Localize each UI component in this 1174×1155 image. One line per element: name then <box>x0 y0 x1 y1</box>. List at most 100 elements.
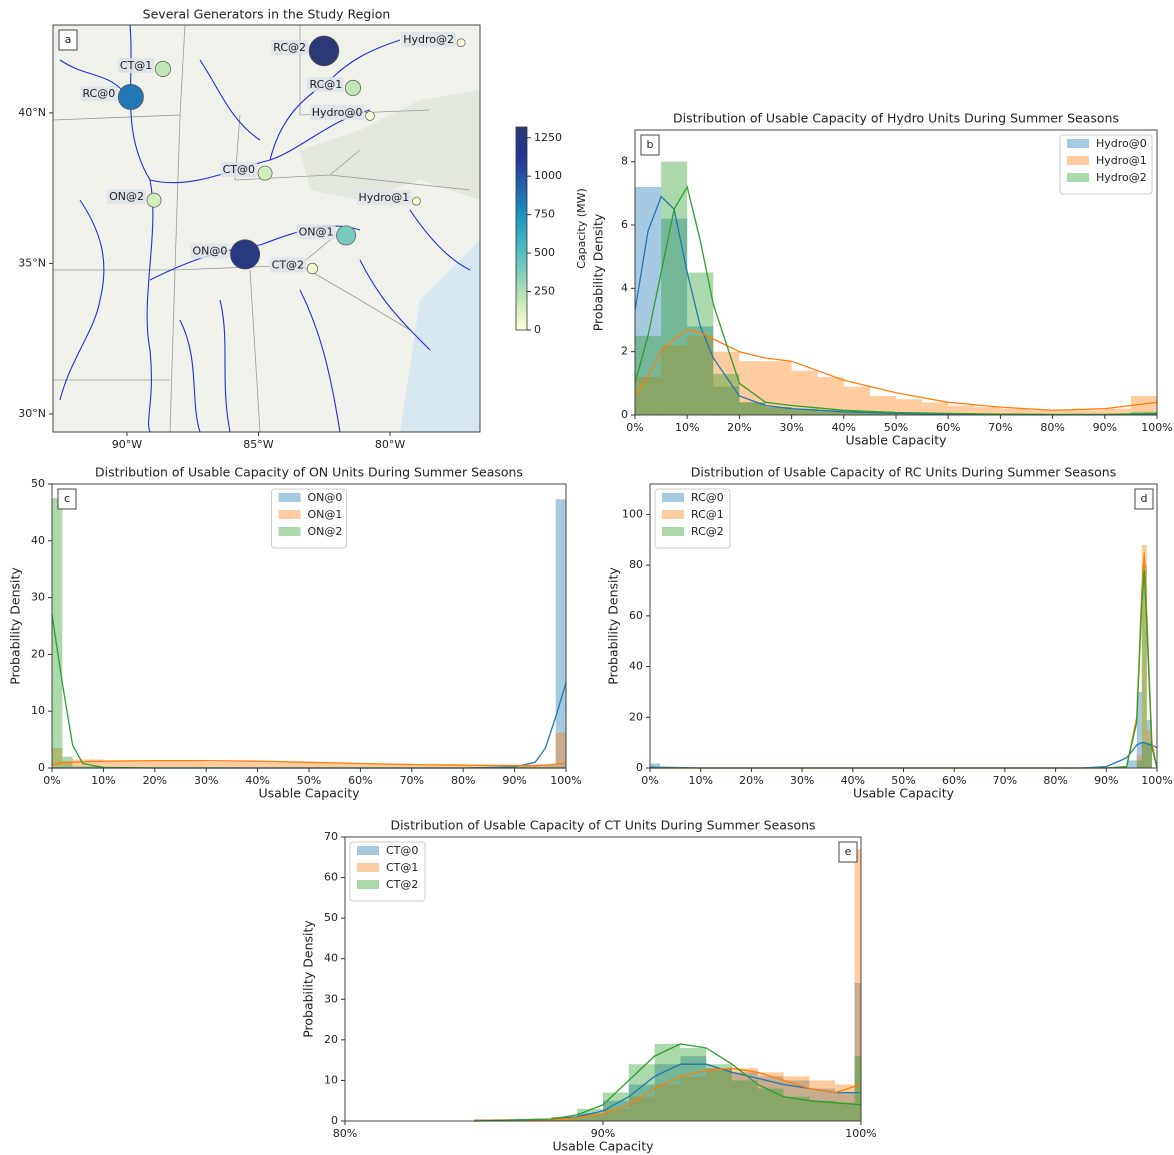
x-tick-label: 70% <box>988 421 1012 434</box>
legend-swatch <box>279 510 301 519</box>
generator-label: ON@0 <box>192 244 227 257</box>
panel-label: e <box>845 845 852 858</box>
y-tick-label: 30°N <box>18 407 46 420</box>
generator-point <box>366 111 375 120</box>
generator-label: RC@2 <box>273 41 306 54</box>
y-tick-label: 0 <box>636 761 643 774</box>
panel-label: a <box>65 33 72 46</box>
y-tick-label: 10 <box>31 704 45 717</box>
generator-point <box>345 80 360 95</box>
x-tick-label: 80% <box>333 1127 357 1140</box>
colorbar-tick-label: 750 <box>534 208 555 221</box>
x-axis-label: Usable Capacity <box>853 786 955 801</box>
kde-line <box>52 615 566 768</box>
generator-point <box>457 39 465 47</box>
y-tick-label: 100 <box>622 507 643 520</box>
histogram-bar <box>1137 760 1142 768</box>
histogram-bar <box>556 499 566 768</box>
x-tick-label: 80°W <box>375 438 405 451</box>
legend-label: Hydro@1 <box>1096 154 1147 167</box>
y-tick-label: 8 <box>621 155 628 168</box>
colorbar-tick-label: 1250 <box>534 131 562 144</box>
x-axis-label: Usable Capacity <box>552 1139 654 1154</box>
x-tick-label: 0% <box>626 421 643 434</box>
x-tick-label: 90°W <box>112 438 142 451</box>
y-tick-label: 70 <box>324 830 338 843</box>
x-tick-label: 30% <box>194 774 218 787</box>
generator-label: RC@1 <box>309 78 342 91</box>
x-tick-label: 20% <box>739 774 763 787</box>
legend-swatch <box>357 846 379 855</box>
histogram-bar <box>206 762 257 768</box>
panel-label: c <box>64 492 70 505</box>
legend-label: Hydro@2 <box>1096 171 1147 184</box>
y-tick-label: 40 <box>629 660 643 673</box>
y-tick-label: 30 <box>31 591 45 604</box>
y-tick-label: 30 <box>324 992 338 1005</box>
histogram-bar <box>155 761 206 768</box>
figure: Several Generators in the Study Region90… <box>0 0 1174 1155</box>
generator-point <box>258 166 272 180</box>
y-tick-label: 40 <box>324 952 338 965</box>
legend-label: RC@0 <box>691 491 724 504</box>
y-tick-label: 2 <box>621 345 628 358</box>
x-tick-label: 0% <box>43 774 60 787</box>
x-tick-label: 70% <box>993 774 1017 787</box>
kde-line <box>650 570 1157 768</box>
legend-label: ON@2 <box>308 525 343 538</box>
x-tick-label: 100% <box>845 1127 876 1140</box>
x-tick-label: 30% <box>779 421 803 434</box>
generator-point <box>309 36 339 66</box>
legend-label: Hydro@0 <box>1096 137 1147 150</box>
generator-label: Hydro@1 <box>359 191 410 204</box>
kde-line <box>52 683 566 768</box>
panel-label: d <box>1141 492 1148 505</box>
x-tick-label: 90% <box>1093 421 1117 434</box>
y-axis-label: Probability Density <box>301 920 316 1038</box>
y-axis-label: Probability Density <box>606 567 621 685</box>
histogram-bar <box>52 498 62 768</box>
y-tick-label: 60 <box>324 871 338 884</box>
legend-swatch <box>279 493 301 502</box>
histogram-bar <box>687 273 713 416</box>
generator-label: CT@2 <box>272 259 304 272</box>
generator-point <box>230 240 259 269</box>
colorbar-tick-label: 0 <box>534 323 541 336</box>
y-tick-label: 4 <box>621 281 628 294</box>
x-tick-label: 80% <box>1043 774 1067 787</box>
x-axis-label: Usable Capacity <box>258 786 360 801</box>
histogram-bar <box>556 733 566 768</box>
generator-label: CT@1 <box>120 59 152 72</box>
legend-swatch <box>1067 173 1089 182</box>
colorbar-tick-label: 250 <box>534 285 555 298</box>
histogram-bar <box>855 1056 861 1121</box>
chart-title: Distribution of Usable Capacity of CT Un… <box>390 818 815 833</box>
legend-swatch <box>662 527 684 536</box>
x-tick-label: 85°W <box>243 438 273 451</box>
y-axis-label: Probability Density <box>591 213 606 331</box>
histogram-bar <box>629 1064 655 1121</box>
histogram-bar <box>809 1101 835 1121</box>
colorbar-tick-label: 1000 <box>534 169 562 182</box>
generator-point <box>118 84 143 109</box>
y-tick-label: 50 <box>31 477 45 490</box>
generator-label: RC@0 <box>82 87 115 100</box>
generator-point <box>307 263 318 274</box>
histogram-bar <box>732 1080 758 1121</box>
y-tick-label: 0 <box>621 408 628 421</box>
generator-label: Hydro@2 <box>403 33 454 46</box>
x-tick-label: 100% <box>1141 774 1172 787</box>
chart-title: Distribution of Usable Capacity of Hydro… <box>673 111 1119 126</box>
x-tick-label: 100% <box>550 774 581 787</box>
y-tick-label: 10 <box>324 1073 338 1086</box>
y-tick-label: 35°N <box>18 256 46 269</box>
legend-swatch <box>357 863 379 872</box>
generator-label: ON@1 <box>299 225 334 238</box>
colorbar-label: Capacity (MW) <box>575 188 588 269</box>
generator-label: ON@2 <box>109 190 144 203</box>
y-tick-label: 20 <box>31 647 45 660</box>
generator-point <box>412 197 420 205</box>
y-tick-label: 40 <box>31 534 45 547</box>
map-background <box>53 25 480 432</box>
histogram-bar <box>635 336 661 415</box>
